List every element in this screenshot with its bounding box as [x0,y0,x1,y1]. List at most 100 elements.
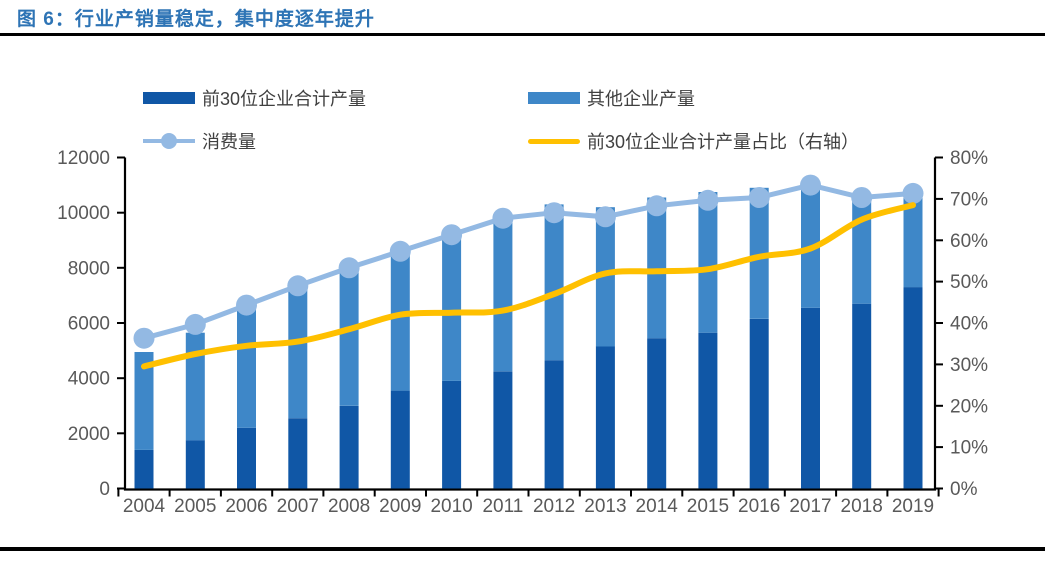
svg-text:80%: 80% [950,148,988,169]
legend-item-consumption: 消费量 [143,129,256,153]
svg-text:2006: 2006 [225,496,267,517]
bar-segment-others [390,252,410,391]
consumption-markers [133,174,924,349]
bar-segment-others [903,190,923,288]
consumption-marker [133,327,155,349]
x-axis: 2004 2005 2006 2007 2008 2009 2010 2011 2012 2013… [117,489,940,517]
bar-segment-top30 [237,427,256,489]
bar-segment-top30 [801,307,820,489]
svg-text:40%: 40% [950,314,988,335]
bar-segment-top30 [442,380,462,489]
bar-segment-top30 [185,440,205,489]
figure-title: 图 6：行业产销量稳定，集中度逐年提升 [17,9,375,30]
svg-text:4000: 4000 [68,369,110,390]
svg-text:2013: 2013 [584,496,626,517]
svg-text:60%: 60% [950,231,988,252]
legend-item-top30-share: 前30位企业合计产量占比（右轴） [528,129,859,153]
bar-segment-top30 [749,318,769,489]
legend-label: 其他企业产量 [587,89,695,109]
bar-segment-others [237,307,256,428]
bar-segment-top30 [595,346,615,489]
consumption-marker [851,187,873,208]
svg-text:10%: 10% [950,438,988,459]
bar-segment-top30 [339,405,359,489]
svg-text:2010: 2010 [430,496,472,517]
svg-text:70%: 70% [950,189,988,210]
svg-text:50%: 50% [950,272,988,293]
svg-text:2016: 2016 [738,496,780,517]
legend-swatch-share-line [528,138,580,144]
consumption-marker [236,294,257,316]
svg-text:0: 0 [99,479,110,500]
svg-text:2009: 2009 [379,496,421,517]
consumption-marker [800,174,821,196]
bar-segment-others [698,192,718,333]
svg-text:30%: 30% [950,355,988,376]
consumption-line [143,182,914,341]
consumption-marker [543,202,565,224]
svg-text:10000: 10000 [57,203,110,224]
bar-segment-others [647,197,667,339]
consumption-marker [594,206,616,228]
bar-segment-others [185,332,205,441]
legend-label: 前30位企业合计产量占比（右轴） [587,132,860,152]
svg-text:2004: 2004 [123,496,166,517]
svg-text:2012: 2012 [533,496,575,517]
svg-text:2000: 2000 [68,424,110,445]
left-axis: 0 2000 4000 6000 8000 10000 12000 [57,148,125,500]
consumption-marker [287,275,309,297]
consumption-marker [389,240,411,262]
svg-text:6000: 6000 [68,314,110,335]
bar-segment-others [801,182,820,308]
svg-text:2019: 2019 [892,496,934,517]
svg-text:2017: 2017 [789,496,831,517]
bar-segment-top30 [647,338,667,489]
consumption-marker [697,189,719,211]
bar-segment-top30 [698,332,718,489]
consumption-marker [748,187,770,208]
svg-text:20%: 20% [950,396,988,417]
svg-text:2005: 2005 [174,496,216,517]
bar-segment-top30 [903,287,923,489]
legend-item-top30-production: 前30位企业合计产量 [143,86,366,110]
legend-swatch-consumption-line [143,132,195,150]
consumption-marker [646,195,668,217]
legend-label: 消费量 [202,132,256,152]
svg-text:2018: 2018 [841,496,883,517]
svg-text:2011: 2011 [482,496,523,517]
consumption-marker [338,257,360,279]
axis-lines [123,157,937,491]
consumption-marker [902,182,924,204]
bars-top30-production [134,287,923,489]
svg-text:8000: 8000 [68,258,110,279]
bar-segment-others [134,352,154,450]
svg-text:12000: 12000 [57,148,110,169]
right-axis: 0% 10% 20% 30% 40% 50% 60% 70% 80% [935,148,988,500]
circle-marker-icon [161,133,177,149]
top30-share-line [141,202,916,370]
bar-segment-top30 [493,371,513,489]
consumption-marker [441,224,463,246]
bar-segment-top30 [134,449,154,489]
bar-segment-others [852,201,872,304]
bar-segment-others [493,220,513,372]
bottom-divider [0,547,1045,551]
svg-text:2007: 2007 [277,496,319,517]
bar-segment-top30 [390,390,410,489]
bar-segment-top30 [544,360,564,489]
bar-segment-others [595,207,615,347]
legend-swatch-others-bar [528,92,580,104]
bars-other-production [134,182,923,450]
bar-segment-others [339,269,359,406]
top-divider [0,33,1045,36]
consumption-series [143,182,914,341]
bar-segment-others [749,187,769,319]
svg-text:2008: 2008 [328,496,370,517]
svg-text:2015: 2015 [687,496,729,517]
consumption-marker [492,207,514,229]
bar-segment-others [442,236,462,381]
share-series [141,202,916,370]
bar-segment-top30 [288,418,308,489]
